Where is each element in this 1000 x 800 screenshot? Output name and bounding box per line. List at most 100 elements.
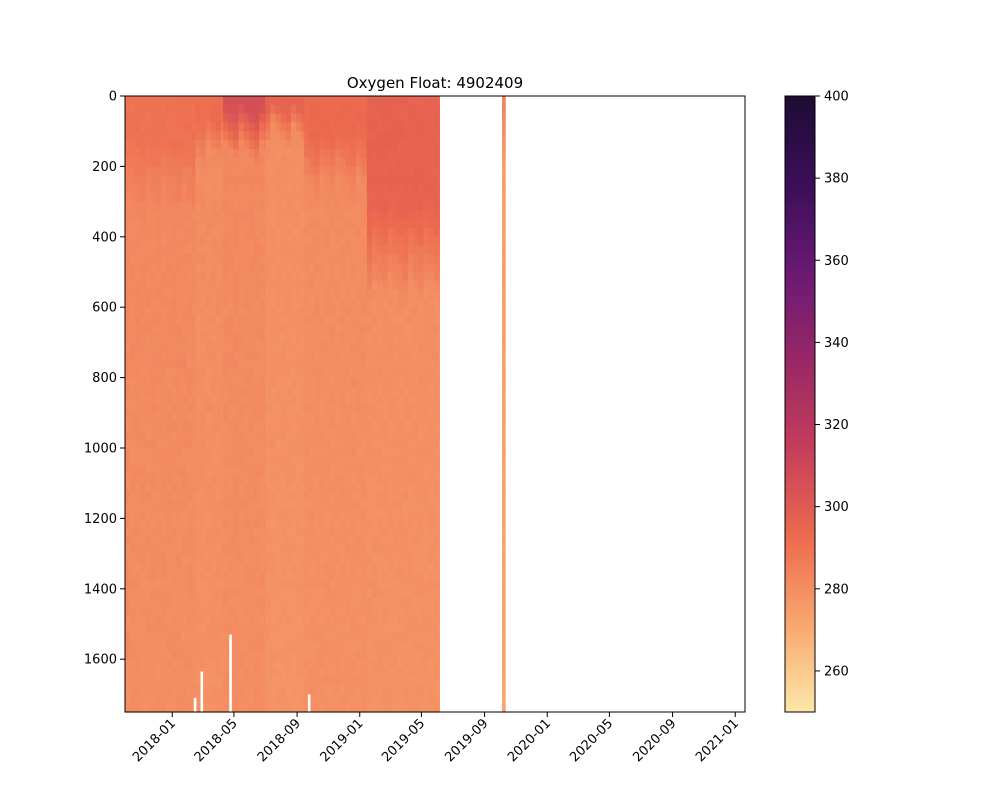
heatmap-cell [205,650,212,660]
heatmap-cell [329,685,336,695]
heatmap-cell [319,395,326,405]
heatmap-cell [191,104,196,115]
heatmap-cell [319,580,326,590]
heatmap-cell [290,263,297,273]
heatmap-cell [355,298,362,308]
heatmap-cell [223,571,229,581]
heatmap-cell [285,104,292,115]
heatmap-cell [360,342,367,352]
heatmap-cell [433,245,440,255]
heatmap-cell [397,474,404,484]
heatmap-cell [309,280,316,291]
heatmap-cell [397,448,404,458]
heatmap-cell [377,703,383,713]
heatmap-cell [408,386,414,396]
heatmap-cell [275,518,282,528]
heatmap-cell [233,518,240,528]
heatmap-cell [223,184,229,194]
heatmap-cell [166,544,172,555]
heatmap-cell [243,386,250,396]
heatmap-cell [335,351,341,361]
heatmap-cell [200,439,207,449]
heatmap-cell [387,588,394,599]
heatmap-cell [140,509,147,519]
heatmap-cell [324,140,331,150]
heatmap-cell [248,131,255,141]
heatmap-cell [205,641,212,651]
heatmap-cell [502,254,506,264]
heatmap-cell [160,632,167,643]
heatmap-cell [215,650,222,660]
heatmap-cell [382,351,389,361]
heatmap-cell [233,439,240,449]
heatmap-cell [402,685,409,695]
heatmap-cell [125,615,131,625]
heatmap-cell [248,148,255,159]
heatmap-cell [350,430,357,440]
heatmap-cell [243,192,250,203]
heatmap-cell [304,483,311,493]
heatmap-cell [360,500,367,511]
heatmap-cell [365,104,368,115]
heatmap-cell [418,140,425,150]
heatmap-cell [413,571,419,581]
heatmap-cell [382,597,389,607]
heatmap-cell [402,536,409,546]
heatmap-cell [301,536,305,546]
heatmap-cell [345,536,352,546]
heatmap-cell [150,192,157,203]
heatmap-cell [233,703,240,713]
heatmap-cell [191,668,196,678]
heatmap-cell [171,280,177,291]
heatmap-cell [360,597,367,607]
heatmap-cell [125,597,131,607]
heatmap-cell [166,606,172,616]
heatmap-cell [176,694,183,704]
heatmap-cell [355,368,362,379]
heatmap-cell [191,263,196,273]
heatmap-cell [191,509,196,519]
heatmap-cell [340,430,346,440]
heatmap-cell [205,386,212,396]
heatmap-cell [210,544,217,555]
heatmap-cell [221,131,224,141]
heatmap-cell [285,122,292,132]
heatmap-cell [340,536,346,546]
heatmap-cell [210,685,217,695]
heatmap-cell [160,527,167,537]
heatmap-cell [145,377,152,387]
heatmap-cell [176,580,183,590]
heatmap-cell [265,254,271,264]
heatmap-cell [205,606,212,616]
heatmap-cell [377,580,383,590]
heatmap-cell [335,676,341,687]
heatmap-cell [223,368,229,379]
heatmap-cell [285,148,292,159]
heatmap-cell [335,580,341,590]
heatmap-cell [314,272,321,282]
heatmap-cell [372,307,378,317]
heatmap-cell [408,333,414,343]
heatmap-cell [243,263,250,273]
heatmap-cell [155,140,162,150]
heatmap-cell [243,703,250,713]
heatmap-cell [296,606,302,616]
heatmap-cell [223,580,229,590]
heatmap-cell [238,483,245,493]
heatmap-cell [329,588,336,599]
heatmap-cell [285,316,292,326]
heatmap-cell [259,131,265,141]
heatmap-cell [314,131,321,141]
heatmap-cell [176,509,183,519]
heatmap-cell [345,676,352,687]
heatmap-cell [377,527,383,537]
heatmap-cell [423,659,430,669]
heatmap-cell [259,615,265,625]
heatmap-cell [397,272,404,282]
heatmap-cell [210,465,217,475]
heatmap-cell [413,606,419,616]
heatmap-cell [296,624,302,634]
heatmap-cell [265,571,271,581]
heatmap-cell [145,386,152,396]
heatmap-cell [130,333,136,343]
